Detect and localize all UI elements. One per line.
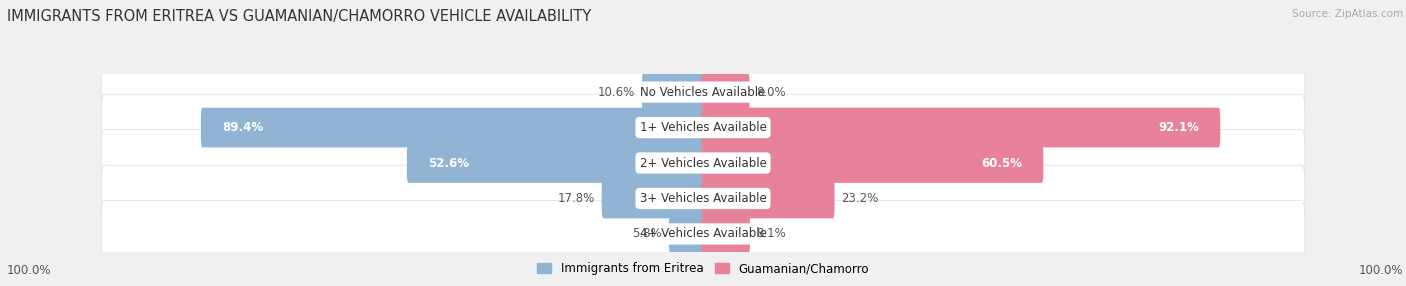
Text: 17.8%: 17.8% <box>558 192 595 205</box>
Legend: Immigrants from Eritrea, Guamanian/Chamorro: Immigrants from Eritrea, Guamanian/Chamo… <box>533 258 873 280</box>
FancyBboxPatch shape <box>101 165 1305 232</box>
Text: 4+ Vehicles Available: 4+ Vehicles Available <box>640 227 766 241</box>
Text: 52.6%: 52.6% <box>429 156 470 170</box>
Text: 1+ Vehicles Available: 1+ Vehicles Available <box>640 121 766 134</box>
FancyBboxPatch shape <box>702 214 749 254</box>
Text: 100.0%: 100.0% <box>1358 265 1403 277</box>
FancyBboxPatch shape <box>101 59 1305 126</box>
FancyBboxPatch shape <box>602 179 704 218</box>
FancyBboxPatch shape <box>702 143 1043 183</box>
FancyBboxPatch shape <box>702 108 1220 147</box>
FancyBboxPatch shape <box>702 72 749 112</box>
Text: 89.4%: 89.4% <box>222 121 263 134</box>
Text: 60.5%: 60.5% <box>981 156 1022 170</box>
FancyBboxPatch shape <box>702 179 835 218</box>
Text: Source: ZipAtlas.com: Source: ZipAtlas.com <box>1292 9 1403 19</box>
Text: 5.8%: 5.8% <box>633 227 662 241</box>
Text: 8.1%: 8.1% <box>756 227 786 241</box>
FancyBboxPatch shape <box>643 72 704 112</box>
FancyBboxPatch shape <box>201 108 704 147</box>
FancyBboxPatch shape <box>101 94 1305 161</box>
Text: 10.6%: 10.6% <box>598 86 636 99</box>
Text: IMMIGRANTS FROM ERITREA VS GUAMANIAN/CHAMORRO VEHICLE AVAILABILITY: IMMIGRANTS FROM ERITREA VS GUAMANIAN/CHA… <box>7 9 592 23</box>
Text: 100.0%: 100.0% <box>7 265 52 277</box>
FancyBboxPatch shape <box>101 130 1305 196</box>
FancyBboxPatch shape <box>101 200 1305 267</box>
Text: 3+ Vehicles Available: 3+ Vehicles Available <box>640 192 766 205</box>
Text: 23.2%: 23.2% <box>841 192 879 205</box>
FancyBboxPatch shape <box>669 214 704 254</box>
FancyBboxPatch shape <box>406 143 704 183</box>
Text: 2+ Vehicles Available: 2+ Vehicles Available <box>640 156 766 170</box>
Text: No Vehicles Available: No Vehicles Available <box>640 86 766 99</box>
Text: 92.1%: 92.1% <box>1159 121 1199 134</box>
Text: 8.0%: 8.0% <box>756 86 786 99</box>
